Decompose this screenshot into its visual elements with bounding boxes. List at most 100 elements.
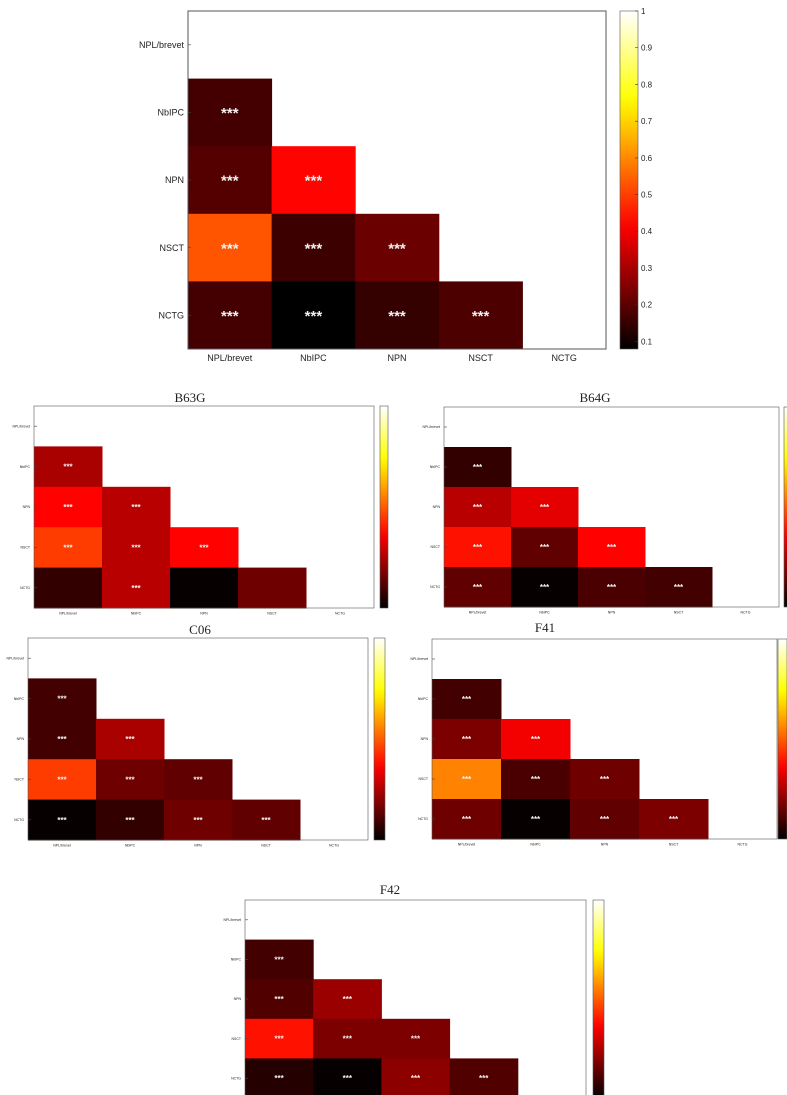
significance-label: *** [193, 816, 203, 825]
x-tick-label: NbIPC [125, 844, 136, 848]
y-tick-label: NSCT [430, 545, 440, 549]
significance-label: *** [274, 1035, 284, 1044]
colorbar [777, 638, 787, 840]
heatmap-cell [438, 281, 523, 350]
significance-label: *** [305, 308, 323, 325]
heatmap-cell [164, 759, 233, 801]
x-tick-label: NSCT [669, 843, 679, 847]
heatmap-f41-svg: *** *** *** *** *** *** *** *** *** *** NPL/brevet… [410, 638, 787, 847]
heatmap-cell [511, 487, 579, 528]
heatmap-cell [313, 1058, 382, 1095]
heatmap-cell [449, 1058, 519, 1095]
heatmap-main-svg: *** *** *** *** *** *** *** *** *** *** NPL/brevet… [139, 7, 653, 363]
significance-label: *** [540, 503, 550, 512]
significance-label: *** [600, 775, 610, 784]
significance-label: *** [600, 815, 610, 824]
heatmap-cell [102, 527, 171, 569]
significance-label: *** [274, 1074, 284, 1083]
colorbar-tick-label: 0.5 [641, 190, 653, 199]
colorbar-tick-label: 0.6 [641, 154, 653, 163]
heatmap-cell [102, 567, 171, 609]
y-tick-label: NbIPC [231, 958, 242, 962]
y-tick-label: NCTG [14, 818, 24, 822]
heatmap-cell [96, 718, 165, 760]
significance-label: *** [57, 695, 67, 704]
chart-title: B63G [174, 390, 206, 405]
heatmap-cell [271, 146, 356, 215]
heatmap-cell [444, 487, 512, 528]
significance-label: *** [388, 308, 406, 325]
heatmap-c06-svg: *** *** *** *** *** *** *** *** *** *** NPL/brevet… [6, 637, 386, 848]
y-tick-label: NPL/brevet [12, 424, 30, 428]
heatmap-cell [501, 759, 571, 800]
heatmap-cell [444, 527, 512, 568]
colorbar-tick-label: 0.8 [641, 80, 653, 89]
x-tick-label: NbIPC [131, 612, 142, 616]
x-tick-label: NbIPC [539, 611, 550, 615]
heatmap-cell [28, 718, 97, 760]
y-tick-label: NPN [17, 737, 25, 741]
heatmap-panel-b63g: B63G *** *** *** *** *** *** *** NPL/brevet NPL/… [0, 390, 395, 620]
x-tick-label: NSCT [267, 612, 277, 616]
significance-label: *** [63, 543, 73, 552]
heatmap-cell [245, 979, 314, 1020]
significance-label: *** [462, 695, 472, 704]
significance-label: *** [674, 583, 684, 592]
heatmap-b63g-svg: *** *** *** *** *** *** *** NPL/brevet NPL/breve… [12, 405, 389, 616]
significance-label: *** [343, 995, 353, 1004]
significance-label: *** [607, 583, 617, 592]
significance-label: *** [193, 775, 203, 784]
significance-label: *** [125, 735, 135, 744]
significance-label: *** [57, 775, 67, 784]
significance-label: *** [221, 308, 239, 325]
x-tick-label: NCTG [741, 611, 751, 615]
colorbar-tick-label: 0.1 [641, 337, 653, 346]
heatmap-cell [432, 719, 502, 760]
heatmap-cell [28, 678, 97, 720]
y-tick-label: NbIPC [157, 108, 184, 118]
x-tick-label: NPN [194, 844, 202, 848]
significance-label: *** [531, 815, 541, 824]
heatmap-cell [355, 213, 440, 282]
y-tick-label: NbIPC [14, 697, 25, 701]
significance-label: *** [607, 543, 617, 552]
significance-label: *** [131, 584, 141, 593]
x-tick-label: NCTG [335, 612, 345, 616]
x-tick-label: NPN [200, 612, 208, 616]
colorbar-tick-label: 0.3 [641, 264, 653, 273]
x-tick-label: NPN [601, 843, 609, 847]
significance-label: *** [125, 775, 135, 784]
heatmap-b64g-svg: *** *** *** *** *** *** *** *** *** *** NPL/brevet… [422, 406, 787, 615]
heatmap-cell [432, 679, 502, 720]
heatmap-cell [313, 1018, 382, 1059]
heatmap-cell [578, 567, 646, 608]
heatmap-cell [639, 799, 709, 840]
heatmap-cell [188, 213, 273, 282]
y-tick-label: NCTG [159, 310, 185, 320]
significance-label: *** [125, 816, 135, 825]
significance-label: *** [57, 816, 67, 825]
significance-label: *** [462, 775, 472, 784]
heatmap-cell [313, 979, 382, 1020]
significance-label: *** [473, 503, 483, 512]
heatmap-cell [28, 799, 97, 841]
significance-label: *** [473, 543, 483, 552]
heatmap-cell [170, 567, 239, 609]
x-tick-label: NPL/brevet [207, 353, 253, 363]
heatmap-cell [96, 799, 165, 841]
heatmap-cell [245, 1018, 314, 1059]
y-tick-label: NPL/brevet [139, 40, 185, 50]
significance-label: *** [221, 240, 239, 257]
significance-label: *** [479, 1074, 489, 1083]
significance-label: *** [63, 463, 73, 472]
heatmap-cell [355, 281, 440, 350]
heatmap-cell [444, 567, 512, 608]
x-tick-label: NPL/brevet [59, 612, 77, 616]
y-tick-label: NPL/brevet [223, 918, 241, 922]
y-tick-label: NbIPC [418, 697, 429, 701]
y-tick-label: NPN [421, 737, 429, 741]
heatmap-cell [232, 799, 301, 841]
heatmap-cell [188, 146, 273, 215]
chart-title: C06 [189, 622, 211, 637]
x-tick-label: NPL/brevet [53, 844, 71, 848]
